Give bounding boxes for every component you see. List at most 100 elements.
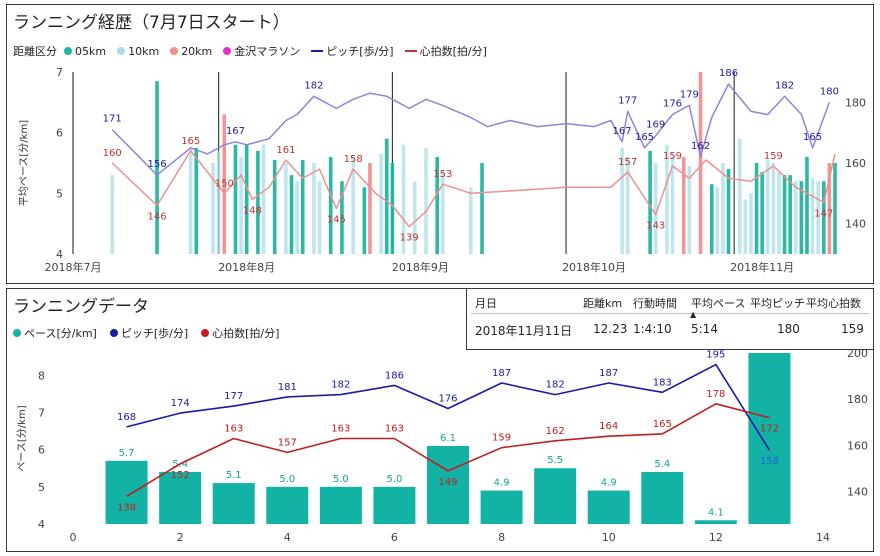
pitch-line (111, 83, 831, 176)
legend-dot-icon (170, 47, 179, 55)
legend-item: 05km (64, 45, 106, 58)
heart-rate-label: 143 (646, 221, 665, 232)
heart-rate-label: 145 (327, 215, 346, 226)
pace-bar (694, 520, 737, 524)
pace-bar (480, 163, 484, 254)
legend-item: ピッチ[歩/分] (109, 325, 189, 341)
pitch-label: 167 (226, 126, 245, 137)
pace-label: 4.1 (708, 507, 724, 518)
pitch-label: 182 (546, 380, 565, 391)
y2-tick-label: 140 (847, 486, 868, 499)
pitch-label: 158 (760, 456, 779, 467)
pace-bar (625, 156, 630, 254)
pace-bar (216, 150, 221, 254)
pace-bar (424, 147, 428, 254)
running-summary-table: 月日 距離km 行動時間 平均ペース 平均ピッチ 平均心拍数 ▲ 2018年11月11日 12.… (466, 288, 874, 350)
heart-rate-label: 160 (103, 148, 122, 159)
legend-dot-icon (117, 47, 126, 55)
heart-rate-label: 138 (117, 502, 136, 513)
running-data-title: ランニングデータ (13, 297, 149, 317)
table-header: 平均心拍数 (806, 297, 861, 310)
history-title: ランニング経歴（7月7日スタート） (13, 13, 290, 33)
pace-bar (810, 178, 815, 254)
legend-item: 心拍数[拍/分] (404, 43, 487, 59)
pitch-label: 156 (147, 159, 166, 170)
pace-bar (427, 445, 469, 524)
pace-bar (799, 181, 804, 254)
legend-item: 心拍数[拍/分] (201, 325, 279, 341)
table-cell: 159 (841, 322, 864, 336)
pace-bar (155, 81, 159, 254)
legend-label: 金沢マラソン (234, 45, 301, 58)
pace-bar (212, 483, 255, 524)
pace-bar (340, 181, 344, 254)
pace-bar (412, 181, 417, 254)
pace-bar (827, 163, 832, 254)
heart-rate-label: 150 (215, 178, 234, 189)
pitch-label: 177 (224, 391, 243, 402)
pace-bar (188, 147, 193, 254)
pace-label: 6.1 (440, 433, 456, 444)
table-cell: 1:4:10 (633, 322, 672, 336)
pitch-label: 186 (385, 370, 404, 381)
legend-label: ピッチ[歩/分] (120, 327, 189, 340)
y2-tick-label: 180 (845, 96, 866, 109)
y2-tick-label: 160 (847, 439, 868, 452)
heart-rate-label: 148 (243, 205, 262, 216)
pace-bar (620, 147, 624, 254)
y-tick-label: 5 (56, 187, 63, 200)
table-header: 月日 (475, 297, 497, 310)
pace-label: 5.4 (654, 459, 670, 470)
pitch-label: 174 (171, 398, 190, 409)
pace-bar (110, 175, 115, 254)
running-data-chart: 4 5 6 7 8 140 160 180 200 0 2 4 6 8 10 12 14 ペース[分/km] 5.7… (16, 347, 868, 544)
pitch-label: 187 (599, 368, 618, 379)
pace-label: 5.7 (119, 448, 135, 459)
pace-bar (641, 471, 684, 524)
heart-rate-line (111, 150, 836, 228)
pace-label: 5.0 (279, 474, 295, 485)
pace-bar (760, 172, 764, 254)
heart-rate-label: 165 (181, 136, 200, 147)
x-tick-label: 8 (498, 531, 505, 544)
pace-bar (319, 486, 362, 524)
heart-rate-label: 165 (653, 419, 672, 430)
heart-rate-line (126, 403, 770, 497)
pace-bar (748, 353, 791, 524)
x-tick-label: 2018年11月 (730, 260, 794, 274)
heart-rate-label: 159 (764, 151, 783, 162)
pace-label: 4.9 (494, 478, 510, 489)
pace-bar (368, 163, 372, 254)
heart-rate-label: 159 (492, 433, 511, 444)
pace-bar (534, 468, 577, 524)
heart-rate-label: 163 (331, 424, 350, 435)
table-cell: 180 (777, 322, 800, 336)
pace-bar (379, 153, 383, 254)
table-header: 平均ピッチ (750, 297, 805, 310)
heart-rate-label: 147 (814, 208, 833, 219)
pace-bar (721, 163, 725, 254)
pitch-label: 165 (635, 132, 654, 143)
x-tick-label: 0 (70, 531, 77, 544)
legend-item: 金沢マラソン (223, 43, 300, 59)
pace-bar (765, 159, 770, 254)
heart-rate-label: 157 (618, 157, 637, 168)
pitch-label: 179 (680, 89, 699, 100)
heart-rate-label: 158 (344, 154, 363, 165)
heart-rate-label: 164 (599, 421, 618, 432)
history-chart: 4 5 6 7 140 160 180 平均ペース[分/km] 2018年7月 2018年8月 20… (18, 66, 866, 274)
heart-rate-label: 162 (546, 426, 565, 437)
pace-bar (256, 150, 260, 254)
pace-bar (670, 156, 675, 254)
pace-bar (777, 172, 781, 254)
pace-bar (587, 490, 630, 524)
heart-rate-label: 139 (400, 233, 419, 244)
pitch-label: 171 (103, 114, 122, 125)
legend-dot-icon (223, 47, 232, 55)
legend-dot-icon (64, 47, 72, 55)
history-legend: 距離区分 05km 10km 20km 金沢マラソン ピッチ[歩/分] 心拍数[拍/分] (13, 43, 493, 59)
heart-rate-label: 163 (224, 424, 243, 435)
y-tick-label: 6 (38, 444, 45, 457)
pace-bar (435, 156, 439, 254)
table-cell: 2018年11月11日 (475, 324, 573, 338)
